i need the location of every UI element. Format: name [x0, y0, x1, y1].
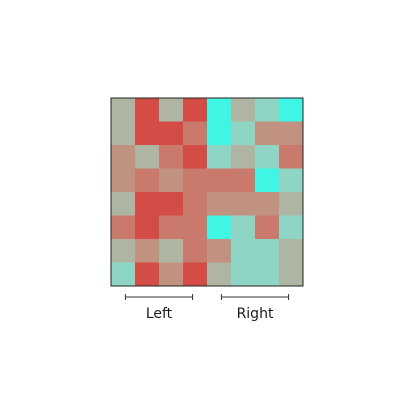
group-bracket-right: Right: [220, 294, 290, 322]
heatmap-cell-r5-c6: [255, 215, 280, 240]
heatmap-cell-r1-c7: [279, 121, 304, 146]
heatmap-cell-r0-c3: [183, 98, 208, 122]
heatmap-cell-r5-c5: [231, 215, 256, 240]
heatmap-cell-r5-c3: [183, 215, 208, 240]
heatmap-cell-r6-c6: [255, 239, 280, 263]
heatmap-cell-r6-c0: [111, 239, 136, 263]
heatmap-cell-r2-c5: [231, 145, 256, 169]
heatmap-cell-r5-c7: [279, 215, 304, 240]
heatmap-cell-r7-c1: [135, 262, 160, 287]
column-group-brackets: Left Right: [124, 294, 290, 322]
heatmap-cell-r7-c6: [255, 262, 280, 287]
heatmap-cell-r7-c4: [207, 262, 232, 287]
heatmap-cells: [111, 98, 304, 287]
heatmap-cell-r2-c6: [255, 145, 280, 169]
heatmap-cell-r3-c6: [255, 168, 280, 193]
heatmap-cell-r6-c5: [231, 239, 256, 263]
heatmap-cell-r2-c4: [207, 145, 232, 169]
heatmap-cell-r4-c2: [159, 192, 184, 216]
heatmap-cell-r6-c7: [279, 239, 304, 263]
heatmap-cell-r3-c3: [183, 168, 208, 193]
heatmap-cell-r1-c6: [255, 121, 280, 146]
heatmap-cell-r1-c3: [183, 121, 208, 146]
heatmap-cell-r4-c6: [255, 192, 280, 216]
heatmap-cell-r7-c0: [111, 262, 136, 287]
heatmap-cell-r3-c0: [111, 168, 136, 193]
heatmap-cell-r7-c3: [183, 262, 208, 287]
heatmap-cell-r0-c5: [231, 98, 256, 122]
heatmap-cell-r3-c1: [135, 168, 160, 193]
heatmap-cell-r2-c3: [183, 145, 208, 169]
heatmap-cell-r3-c7: [279, 168, 304, 193]
heatmap-cell-r1-c2: [159, 121, 184, 146]
heatmap-cell-r0-c1: [135, 98, 160, 122]
heatmap-cell-r5-c2: [159, 215, 184, 240]
heatmap-cell-r2-c0: [111, 145, 136, 169]
heatmap-cell-r7-c2: [159, 262, 184, 287]
heatmap-cell-r1-c1: [135, 121, 160, 146]
group-bracket-left: Left: [124, 294, 194, 322]
heatmap-cell-r6-c4: [207, 239, 232, 263]
heatmap-cell-r2-c1: [135, 145, 160, 169]
heatmap-cell-r2-c2: [159, 145, 184, 169]
heatmap-cell-r3-c4: [207, 168, 232, 193]
heatmap-cell-r0-c2: [159, 98, 184, 122]
heatmap-cell-r5-c1: [135, 215, 160, 240]
heatmap-cell-r4-c7: [279, 192, 304, 216]
heatmap-cell-r4-c0: [111, 192, 136, 216]
heatmap-cell-r6-c3: [183, 239, 208, 263]
heatmap-cell-r5-c0: [111, 215, 136, 240]
heatmap-cell-r4-c1: [135, 192, 160, 216]
heatmap-cell-r1-c4: [207, 121, 232, 146]
heatmap-frame: [110, 97, 304, 287]
heatmap-cell-r0-c7: [279, 98, 304, 122]
group-label-left: Left: [146, 306, 173, 322]
heatmap-cell-r4-c5: [231, 192, 256, 216]
heatmap-cell-r0-c4: [207, 98, 232, 122]
heatmap-cell-r0-c0: [111, 98, 136, 122]
heatmap-cell-r0-c6: [255, 98, 280, 122]
heatmap-cell-r1-c0: [111, 121, 136, 146]
heatmap-cell-r5-c4: [207, 215, 232, 240]
group-label-right: Right: [237, 306, 274, 322]
heatmap-cell-r2-c7: [279, 145, 304, 169]
heatmap-cell-r3-c5: [231, 168, 256, 193]
heatmap-cell-r6-c2: [159, 239, 184, 263]
heatmap-cell-r4-c4: [207, 192, 232, 216]
heatmap-cell-r4-c3: [183, 192, 208, 216]
heatmap-cell-r7-c7: [279, 262, 304, 287]
heatmap-cell-r6-c1: [135, 239, 160, 263]
heatmap-cell-r7-c5: [231, 262, 256, 287]
heatmap-cell-r1-c5: [231, 121, 256, 146]
heatmap-cell-r3-c2: [159, 168, 184, 193]
